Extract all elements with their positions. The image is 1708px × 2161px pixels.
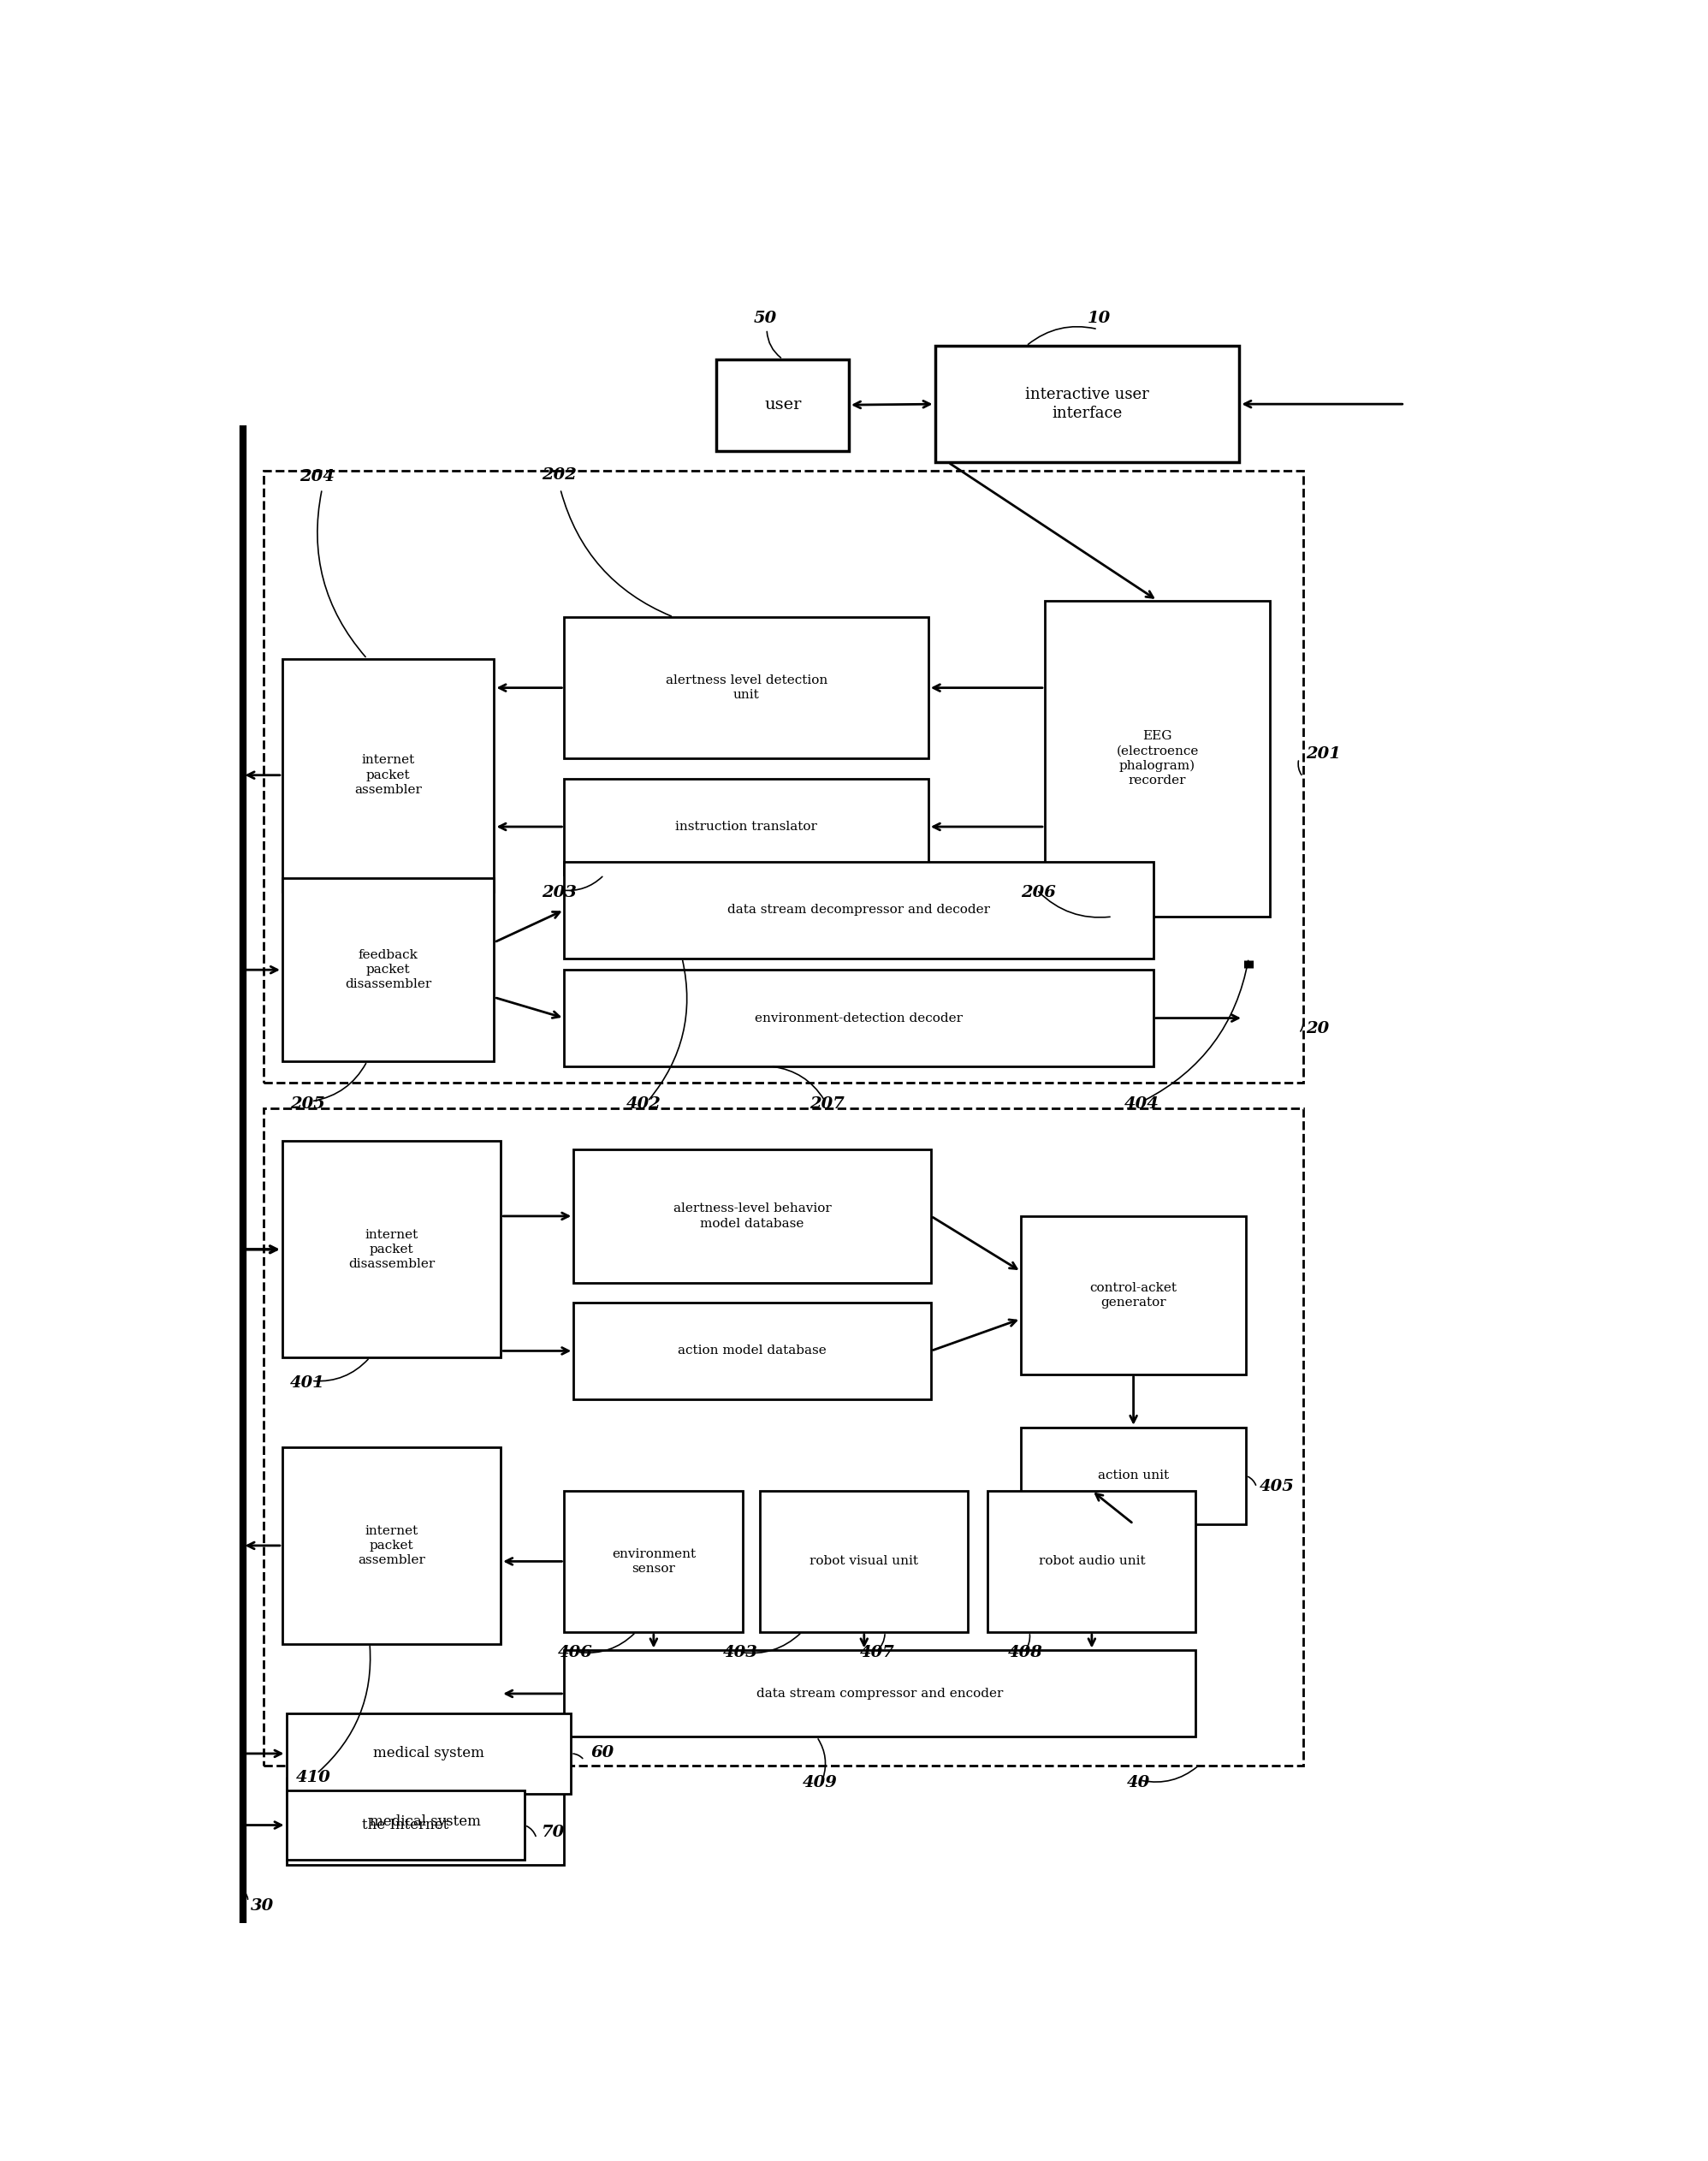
Text: 20: 20	[1305, 1022, 1329, 1037]
Text: 40: 40	[1127, 1774, 1149, 1789]
Text: internet
packet
disassembler: internet packet disassembler	[348, 1230, 436, 1271]
Text: instruction translator: instruction translator	[675, 821, 816, 832]
Text: 406: 406	[557, 1645, 593, 1660]
Bar	[1021, 1217, 1245, 1374]
Text: 410: 410	[295, 1770, 331, 1785]
Text: data stream decompressor and decoder: data stream decompressor and decoder	[728, 903, 991, 916]
Bar	[282, 1141, 500, 1357]
Bar	[934, 346, 1240, 462]
Bar	[287, 1789, 524, 1861]
Bar	[564, 1651, 1196, 1737]
Bar	[760, 1491, 968, 1632]
Text: 60: 60	[591, 1744, 615, 1761]
Bar	[574, 1150, 931, 1284]
Text: 204: 204	[299, 469, 335, 484]
Text: robot visual unit: robot visual unit	[810, 1556, 919, 1567]
Text: user: user	[763, 398, 801, 413]
Text: alertness-level behavior
model database: alertness-level behavior model database	[673, 1204, 832, 1230]
Text: 207: 207	[810, 1096, 844, 1111]
Text: 30: 30	[251, 1897, 273, 1912]
Text: internet
packet
assembler: internet packet assembler	[355, 754, 422, 795]
Bar	[564, 862, 1153, 957]
Bar	[282, 1448, 500, 1645]
Bar	[564, 778, 929, 875]
Bar	[287, 1714, 570, 1794]
Text: 203: 203	[541, 884, 577, 899]
Text: 402: 402	[627, 1096, 661, 1111]
Text: the Internet: the Internet	[362, 1817, 449, 1833]
Bar	[1021, 1428, 1245, 1524]
Bar	[263, 1109, 1303, 1766]
Text: 401: 401	[290, 1377, 325, 1392]
Text: 50: 50	[753, 311, 777, 326]
Text: EEG
(electroence
phalogram)
recorder: EEG (electroence phalogram) recorder	[1115, 730, 1199, 787]
Text: 405: 405	[1259, 1478, 1295, 1493]
Text: medical system: medical system	[369, 1815, 482, 1828]
Text: action unit: action unit	[1098, 1469, 1168, 1482]
Text: medical system: medical system	[372, 1746, 483, 1761]
Text: environment
sensor: environment sensor	[611, 1547, 695, 1575]
Text: interactive user
interface: interactive user interface	[1025, 387, 1149, 421]
Text: 70: 70	[541, 1824, 565, 1841]
Text: 201: 201	[1305, 746, 1341, 763]
Bar	[282, 877, 494, 1061]
Text: 409: 409	[803, 1774, 837, 1789]
Bar	[282, 659, 494, 892]
Text: 202: 202	[541, 467, 577, 482]
Text: environment-detection decoder: environment-detection decoder	[755, 1011, 963, 1024]
Bar	[564, 970, 1153, 1065]
Text: action model database: action model database	[678, 1344, 827, 1357]
Text: 206: 206	[1021, 884, 1056, 899]
Bar	[263, 471, 1303, 1083]
Text: 407: 407	[859, 1645, 895, 1660]
Bar	[564, 618, 929, 759]
Text: 10: 10	[1088, 311, 1110, 326]
Bar	[574, 1303, 931, 1398]
Bar	[287, 1779, 564, 1865]
Text: feedback
packet
disassembler: feedback packet disassembler	[345, 949, 432, 990]
Text: 404: 404	[1124, 1096, 1160, 1111]
Text: data stream compressor and encoder: data stream compressor and encoder	[757, 1688, 1003, 1701]
Bar	[987, 1491, 1196, 1632]
Text: 205: 205	[290, 1096, 325, 1111]
Text: robot audio unit: robot audio unit	[1038, 1556, 1144, 1567]
Text: control-acket
generator: control-acket generator	[1090, 1281, 1177, 1310]
Text: 403: 403	[722, 1645, 758, 1660]
Text: internet
packet
assembler: internet packet assembler	[357, 1526, 425, 1567]
Bar	[564, 1491, 743, 1632]
Bar	[717, 359, 849, 452]
Text: alertness level detection
unit: alertness level detection unit	[666, 674, 827, 700]
Text: 408: 408	[1008, 1645, 1042, 1660]
Bar	[1045, 601, 1269, 916]
